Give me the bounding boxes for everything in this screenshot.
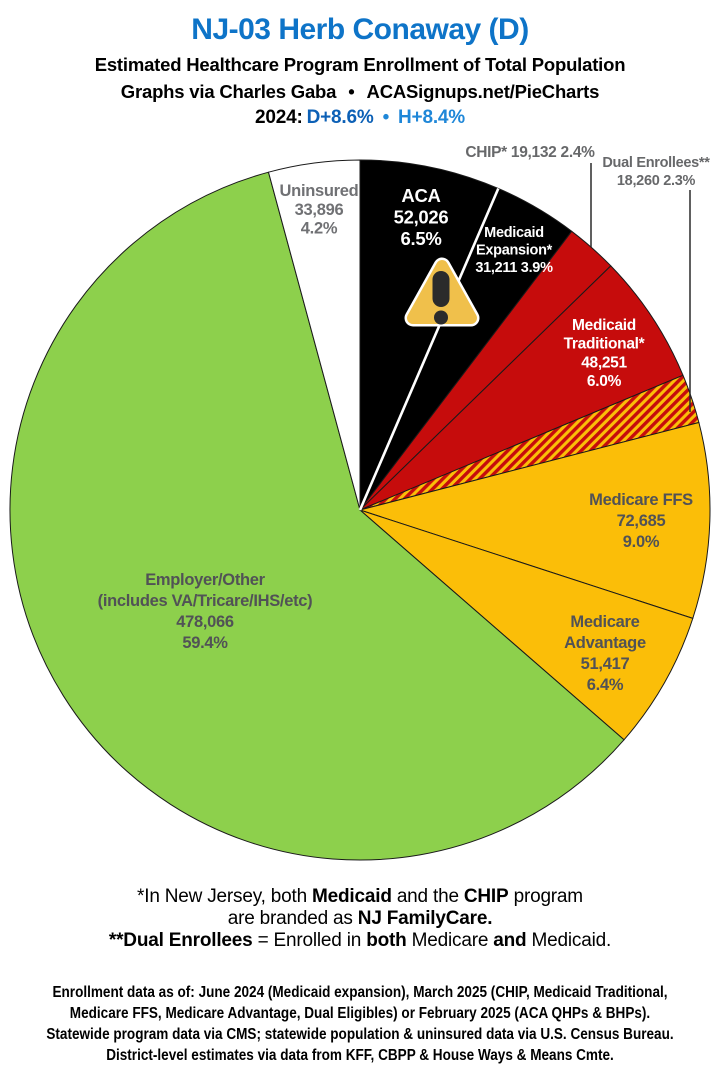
footnote-segment: *In New Jersey, both [137, 886, 313, 907]
footnote-segment: Medicaid [312, 886, 392, 907]
source-line-2: Statewide program data via CMS; statewid… [46, 1026, 674, 1043]
footnote-segment: CHIP [463, 886, 509, 907]
label-uninsured-0: Uninsured [280, 182, 359, 200]
label-medicare-advantage-3: 6.4% [587, 676, 624, 694]
house-margin: H+8.4% [398, 107, 465, 128]
label-employer-other-includes-va-tricare-ihs-etc-2: 478,066 [176, 613, 234, 631]
source-line-3: District-level estimates via data from K… [106, 1047, 614, 1064]
label-chip-0: CHIP* 19,132 2.4% [465, 144, 595, 161]
label-uninsured-1: 33,896 [295, 201, 344, 219]
label-medicare-advantage-1: Advantage [564, 634, 646, 652]
footnote-segment: and [493, 930, 527, 951]
label-aca-0: ACA [401, 185, 440, 206]
footnote-line-0: *In New Jersey, both Medicaid and the CH… [0, 886, 720, 908]
footnote-segment: NJ FamilyCare. [357, 908, 493, 929]
label-medicaid-expansion-0: Medicaid [484, 225, 544, 241]
label-employer-other-includes-va-tricare-ihs-etc-1: (includes VA/Tricare/IHS/etc) [98, 592, 313, 610]
credit-line: Graphs via Charles Gaba • ACASignups.net/P… [0, 81, 720, 103]
label-medicaid-traditional-3: 6.0% [587, 373, 622, 390]
pie-slice-employer-other-includes-va-tricare-ihs-etc [9, 171, 625, 861]
footnote-medicaid-chip: *In New Jersey, both Medicaid and the CH… [0, 886, 720, 952]
source-notes: Enrollment data as of: June 2024 (Medica… [0, 982, 720, 1066]
footnote-segment: = Enrolled in [252, 930, 367, 951]
label-aca-2: 6.5% [401, 228, 442, 249]
footnote-line-2: **Dual Enrollees = Enrolled in both Medi… [0, 930, 720, 952]
footnote-segment: Medicaid. [526, 930, 612, 951]
label-medicaid-expansion-1: Expansion* [476, 243, 553, 259]
footnote-segment: and the [391, 886, 464, 907]
subtitle: Estimated Healthcare Program Enrollment … [94, 54, 626, 75]
bullet-separator: • [382, 107, 390, 128]
warning-icon [404, 257, 480, 327]
warning-exclamation-bar [432, 271, 450, 307]
pie-slice-medicare-advantage [359, 509, 694, 741]
label-medicare-advantage-0: Medicare [570, 613, 639, 631]
year-label: 2024: [255, 107, 303, 128]
footnote-segment: both [366, 930, 407, 951]
label-aca-1: 52,026 [394, 207, 449, 228]
label-medicare-ffs-0: Medicare FFS [589, 491, 693, 509]
label-medicare-ffs-1: 72,685 [617, 512, 666, 530]
site-text: ACASignups.net/PieCharts [366, 81, 600, 102]
source-line-0: Enrollment data as of: June 2024 (Medica… [52, 984, 668, 1001]
dem-margin: D+8.6% [306, 107, 374, 128]
warning-exclamation-dot [434, 310, 448, 325]
footnote-segment: Medicare [406, 930, 494, 951]
footnote-segment: are branded as [227, 908, 358, 929]
footnote-segment: program [508, 886, 584, 907]
label-dual-enrollees-0: Dual Enrollees** [602, 155, 710, 171]
credit-text: Graphs via Charles Gaba [120, 81, 337, 102]
footnote-segment: **Dual Enrollees [108, 930, 253, 951]
label-dual-enrollees-1: 18,260 2.3% [617, 173, 696, 189]
label-medicaid-traditional-1: Traditional* [564, 336, 646, 353]
bullet-separator: • [348, 81, 355, 102]
label-medicaid-traditional-0: Medicaid [572, 317, 636, 334]
label-medicaid-traditional-2: 48,251 [581, 354, 627, 371]
footnote-line-1: are branded as NJ FamilyCare. [0, 908, 720, 930]
label-medicare-ffs-2: 9.0% [623, 533, 660, 551]
partisan-line: 2024: D+8.6% • H+8.4% [0, 107, 720, 129]
white-divider [358, 187, 500, 511]
pie-slice-aca [359, 159, 499, 511]
pie-slice-medicaid-traditional [359, 265, 684, 511]
page-title: NJ-03 Herb Conaway (D) [191, 13, 529, 46]
label-employer-other-includes-va-tricare-ihs-etc-0: Employer/Other [145, 571, 265, 589]
label-employer-other-includes-va-tricare-ihs-etc-3: 59.4% [182, 634, 228, 652]
source-line-1: Medicare FFS, Medicare Advantage, Dual E… [69, 1005, 651, 1022]
label-medicare-advantage-2: 51,417 [581, 655, 630, 673]
pie-slice-medicare-ffs [359, 422, 711, 619]
label-medicaid-expansion-2: 31,211 3.9% [475, 260, 553, 276]
label-uninsured-2: 4.2% [301, 220, 338, 238]
header: NJ-03 Herb Conaway (D) Estimated Healthc… [0, 0, 720, 129]
pie-slice-uninsured [268, 159, 361, 511]
